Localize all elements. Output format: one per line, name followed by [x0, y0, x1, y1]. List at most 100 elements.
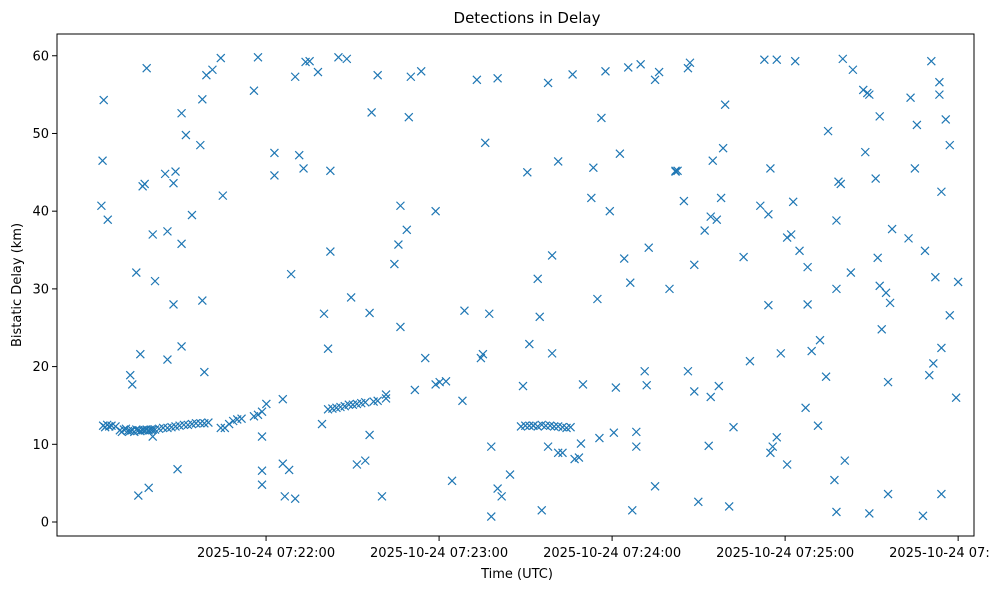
- data-point: [586, 193, 596, 203]
- data-point: [759, 55, 769, 65]
- data-point: [945, 140, 955, 150]
- data-point: [342, 54, 352, 64]
- data-point: [278, 394, 288, 404]
- data-point: [875, 281, 885, 291]
- data-point: [625, 278, 635, 288]
- data-point: [373, 396, 383, 406]
- data-point: [881, 288, 891, 298]
- data-point: [396, 201, 405, 211]
- data-point: [574, 453, 584, 462]
- data-point: [253, 52, 263, 62]
- data-point: [103, 215, 113, 225]
- data-point: [611, 383, 621, 393]
- data-point: [830, 475, 839, 485]
- data-point: [535, 312, 545, 322]
- data-point: [104, 422, 114, 431]
- data-point: [605, 206, 615, 216]
- y-axis: 0 10 20 30 40 50 60: [32, 49, 57, 531]
- data-point: [127, 380, 137, 389]
- data-point: [883, 489, 893, 499]
- data-point: [671, 166, 680, 176]
- data-point: [623, 62, 633, 72]
- data-point: [522, 167, 532, 177]
- data-point: [786, 230, 796, 239]
- data-point: [133, 491, 143, 501]
- data-point: [755, 201, 765, 211]
- data-point: [801, 403, 811, 413]
- data-point: [631, 442, 641, 452]
- data-point: [177, 239, 186, 249]
- data-point: [280, 491, 290, 501]
- y-tick-label: 20: [32, 360, 49, 375]
- data-point: [533, 274, 543, 284]
- data-point: [99, 95, 109, 105]
- data-point: [125, 370, 135, 380]
- data-point: [627, 505, 637, 515]
- x-tick-label: 2025-10-24 07:24:00: [543, 546, 681, 561]
- y-tick-label: 0: [41, 516, 49, 531]
- data-point: [609, 428, 619, 438]
- data-point: [860, 147, 870, 157]
- data-point: [739, 252, 749, 262]
- data-point: [187, 210, 197, 220]
- data-point: [197, 296, 207, 305]
- data-point: [270, 148, 279, 158]
- data-point: [261, 399, 271, 409]
- data-point: [216, 423, 226, 433]
- data-point: [934, 77, 944, 87]
- data-point: [365, 308, 375, 318]
- data-point: [693, 497, 703, 507]
- data-point: [249, 86, 259, 96]
- data-point: [352, 460, 362, 469]
- data-point: [918, 511, 928, 521]
- data-point: [594, 433, 604, 443]
- data-point: [615, 149, 625, 159]
- data-point: [650, 75, 660, 85]
- data-point: [257, 466, 267, 476]
- data-point: [679, 196, 689, 206]
- data-point: [803, 262, 813, 272]
- data-point: [472, 75, 482, 85]
- data-point: [142, 63, 152, 73]
- data-point: [505, 470, 515, 480]
- data-point: [592, 294, 602, 304]
- chart-title: Detections in Delay: [454, 9, 601, 27]
- data-point: [640, 366, 650, 376]
- y-tick-label: 10: [32, 438, 49, 453]
- data-point: [708, 156, 718, 166]
- data-point: [807, 346, 817, 356]
- data-point: [716, 193, 726, 203]
- data-point: [305, 56, 315, 66]
- data-point: [410, 385, 420, 395]
- data-point: [319, 309, 329, 319]
- data-point: [203, 418, 213, 427]
- data-point: [441, 376, 451, 386]
- data-point: [381, 390, 391, 399]
- data-point: [724, 502, 734, 511]
- data-point: [840, 456, 850, 466]
- data-point: [549, 422, 559, 431]
- data-point: [524, 421, 534, 431]
- data-point: [782, 233, 792, 243]
- data-point: [706, 212, 716, 222]
- data-point: [782, 460, 792, 469]
- data-point: [486, 442, 496, 452]
- data-point: [171, 167, 180, 176]
- plot-frame: [56, 33, 975, 537]
- data-point: [163, 355, 172, 365]
- data-point: [644, 243, 654, 253]
- data-point: [416, 66, 426, 76]
- data-point: [706, 392, 716, 402]
- data-point: [873, 253, 883, 263]
- data-point: [765, 448, 775, 458]
- data-point: [714, 381, 724, 391]
- data-point: [133, 425, 143, 435]
- data-point: [912, 120, 922, 130]
- data-point: [524, 339, 534, 349]
- data-point: [373, 70, 383, 80]
- data-point: [689, 387, 699, 396]
- x-tick-label: 2025-10-24 07:26:00: [889, 546, 989, 561]
- data-point: [700, 226, 710, 236]
